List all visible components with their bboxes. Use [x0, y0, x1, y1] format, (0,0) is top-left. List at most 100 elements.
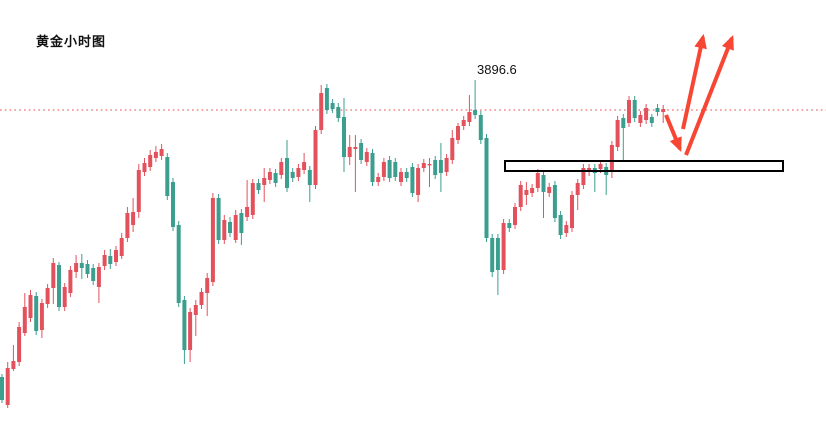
candle-body	[490, 238, 495, 272]
rally-arrow-2	[684, 35, 734, 156]
candle-body	[136, 170, 141, 212]
candle-body	[159, 149, 164, 156]
candle-body	[552, 185, 557, 218]
candle-body	[131, 212, 136, 225]
candle-body	[125, 213, 130, 238]
candle-body	[22, 307, 27, 333]
candle-body	[182, 300, 187, 350]
candle-body	[336, 107, 341, 118]
support-resistance-box	[504, 160, 784, 172]
candle-body	[176, 225, 181, 303]
candle-body	[541, 175, 546, 192]
candle-body	[513, 207, 517, 225]
candle-body	[530, 188, 535, 193]
candle-body	[342, 117, 346, 157]
candle-body	[478, 115, 483, 140]
candle-body	[410, 167, 415, 193]
candle-body	[649, 117, 654, 123]
candle-body	[313, 130, 318, 185]
candle-body	[456, 126, 460, 140]
rally-arrow-1	[681, 33, 707, 130]
candles-layer	[0, 80, 666, 408]
candle-body	[0, 377, 4, 400]
candle-body	[621, 118, 626, 128]
candle-body	[570, 195, 574, 228]
candle-body	[524, 190, 529, 195]
candle-body	[34, 296, 39, 331]
candle-body	[17, 327, 22, 362]
candle-body	[256, 183, 261, 190]
candle-body	[404, 172, 409, 178]
candle-body	[245, 207, 250, 217]
candle-body	[433, 160, 438, 175]
candle-body	[564, 225, 569, 233]
candle-body	[210, 198, 215, 282]
candle-body	[108, 256, 113, 264]
candle-body	[644, 108, 649, 120]
candle-body	[421, 163, 426, 168]
candle-body	[216, 198, 221, 240]
candle-body	[171, 182, 175, 227]
candle-body	[188, 312, 193, 350]
candle-body	[233, 215, 238, 240]
candle-body	[296, 168, 301, 177]
candle-body	[381, 162, 386, 177]
candle-body	[307, 170, 312, 185]
candle-body	[427, 164, 432, 166]
candle-body	[5, 368, 10, 405]
candle-body	[324, 88, 329, 110]
candle-body	[114, 250, 118, 262]
candle-body	[51, 263, 56, 288]
candle-body	[558, 215, 563, 235]
candle-body	[290, 172, 295, 178]
chart-title: 黄金小时图	[36, 34, 107, 49]
candle-body	[45, 288, 50, 304]
candle-body	[79, 263, 84, 268]
candle-body	[438, 160, 443, 173]
candle-body	[661, 109, 666, 112]
candle-body	[581, 168, 586, 185]
candle-body	[148, 155, 153, 167]
candle-body	[638, 115, 643, 123]
candle-body	[96, 267, 101, 287]
trend-arrows-layer	[664, 33, 734, 156]
candle-body	[450, 138, 455, 160]
candle-body	[609, 145, 614, 172]
candle-body	[74, 263, 79, 272]
candle-body	[467, 112, 472, 122]
candle-body	[102, 255, 107, 266]
candle-body	[615, 120, 620, 147]
peak-price-label: 3896.6	[477, 62, 517, 77]
candle-body	[518, 185, 523, 207]
candle-body	[239, 213, 244, 233]
candle-body	[11, 361, 16, 369]
candle-body	[501, 223, 506, 270]
candle-body	[393, 162, 398, 177]
candle-body	[376, 177, 381, 182]
candle-body	[222, 220, 227, 240]
candle-body	[165, 157, 170, 196]
candle-body	[547, 187, 552, 193]
candle-body	[39, 303, 44, 330]
candle-body	[461, 120, 466, 126]
candle-body	[28, 295, 33, 318]
candle-body	[228, 222, 232, 233]
candle-body	[193, 305, 198, 315]
candle-body	[347, 147, 352, 157]
candle-body	[575, 183, 580, 195]
candle-body	[627, 100, 631, 123]
candle-body	[507, 223, 512, 228]
candle-body	[473, 110, 478, 115]
candle-body	[353, 147, 358, 149]
candle-body	[444, 158, 449, 172]
candle-body	[119, 238, 124, 256]
candle-body	[62, 287, 67, 307]
candle-body	[535, 173, 540, 188]
candle-body	[250, 183, 255, 215]
candle-body	[153, 152, 158, 158]
candle-body	[262, 178, 267, 185]
candle-body	[598, 164, 603, 169]
candle-body	[359, 143, 364, 160]
candle-body	[416, 168, 421, 195]
